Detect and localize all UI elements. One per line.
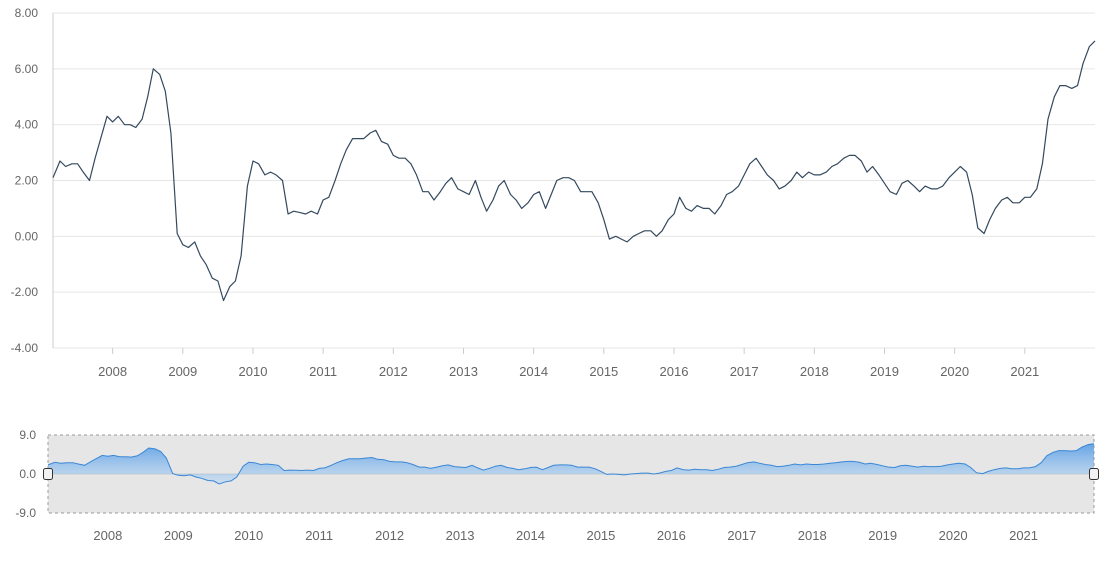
navigator-y-axis-labels: 9.0 0.0 -9.0 xyxy=(15,428,36,520)
main-line-chart: 8.006.004.002.000.00-2.00-4.00 2008 2009 2… xyxy=(11,6,1096,379)
navigator-handle-grip[interactable] xyxy=(1089,468,1099,480)
main-x-tick-label: 2015 xyxy=(589,364,618,379)
main-x-tick-label: 2020 xyxy=(940,364,969,379)
navigator-x-tick-label: 2012 xyxy=(375,528,404,543)
main-y-tick-label: -2.00 xyxy=(11,285,39,299)
main-x-tick-label: 2017 xyxy=(730,364,759,379)
navigator-x-tick-label: 2015 xyxy=(586,528,615,543)
main-series-line xyxy=(52,40,1096,302)
navigator-x-tick-label: 2021 xyxy=(1009,528,1038,543)
navigator-x-tick-label: 2014 xyxy=(516,528,545,543)
main-x-tick-label: 2009 xyxy=(168,364,197,379)
navigator-x-tick-label: 2013 xyxy=(446,528,475,543)
navigator-y-tick-label: 0.0 xyxy=(19,467,36,481)
navigator-x-tick-label: 2020 xyxy=(939,528,968,543)
main-x-tick-label: 2014 xyxy=(519,364,548,379)
main-x-tick-label: 2021 xyxy=(1010,364,1039,379)
main-y-tick-label: 0.00 xyxy=(15,229,39,243)
navigator-y-tick-label: -9.0 xyxy=(15,506,36,520)
main-y-tick-label: 8.00 xyxy=(15,6,39,20)
navigator-x-tick-label: 2011 xyxy=(305,528,333,543)
navigator-series-area xyxy=(48,443,1094,484)
main-x-tick-label: 2011 xyxy=(309,364,337,379)
main-y-axis-labels: 8.00 6.00 4.00 2.00 0.00 -2.00 -4.00 xyxy=(11,6,39,355)
main-y-tick-label: -4.00 xyxy=(11,341,39,355)
main-x-tick-label: 2012 xyxy=(379,364,408,379)
navigator-x-tick-label: 2018 xyxy=(798,528,827,543)
navigator-x-tick-label: 2009 xyxy=(164,528,193,543)
main-x-tick-label: 2013 xyxy=(449,364,478,379)
navigator[interactable]: 9.00.0-9.0 2008 2009 2010 2011 2012 2013 2014 2… xyxy=(15,428,1099,543)
main-x-axis-labels: 2008 2009 2010 2011 2012 2013 2014 2015 2016 2017… xyxy=(98,348,1039,379)
navigator-left-handle[interactable] xyxy=(43,468,53,480)
main-y-tick-label: 4.00 xyxy=(15,118,39,132)
navigator-x-tick-label: 2010 xyxy=(234,528,263,543)
navigator-x-tick-label: 2008 xyxy=(93,528,122,543)
navigator-series-line xyxy=(47,443,1095,485)
main-x-tick-label: 2008 xyxy=(98,364,127,379)
navigator-y-tick-label: 9.0 xyxy=(19,428,36,442)
navigator-x-tick-label: 2019 xyxy=(868,528,897,543)
navigator-x-tick-label: 2017 xyxy=(727,528,756,543)
main-y-tick-label: 6.00 xyxy=(15,62,39,76)
main-y-tick-label: 2.00 xyxy=(15,174,39,188)
navigator-handle-grip[interactable] xyxy=(43,468,53,480)
main-x-tick-label: 2018 xyxy=(800,364,829,379)
navigator-right-handle[interactable] xyxy=(1089,468,1099,480)
main-x-tick-label: 2019 xyxy=(870,364,899,379)
main-x-tick-label: 2016 xyxy=(660,364,689,379)
navigator-x-tick-label: 2016 xyxy=(657,528,686,543)
main-x-tick-label: 2010 xyxy=(239,364,268,379)
navigator-x-axis-labels: 2008 2009 2010 2011 2012 2013 2014 2015 2016 2017… xyxy=(93,528,1038,543)
